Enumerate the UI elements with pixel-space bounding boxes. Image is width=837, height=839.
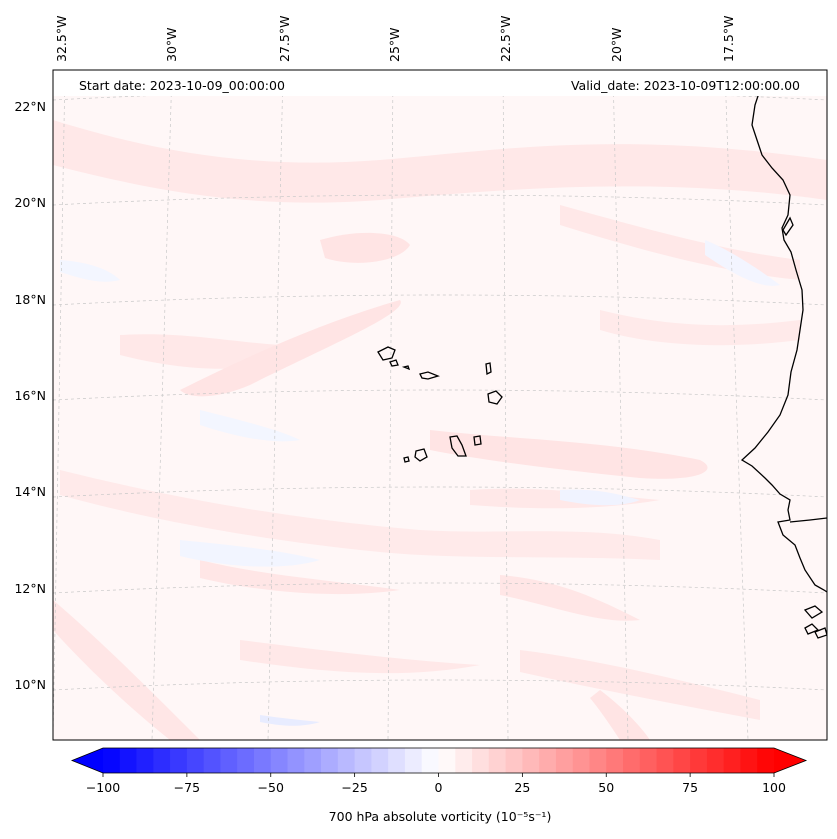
colorbar-tick-label: −50 [258,780,284,795]
colorbar-cell [103,748,121,773]
colorbar-cell [388,748,406,773]
colorbar-cell [472,748,490,773]
lon-label: 25°W [387,27,402,62]
colorbar-cell [623,748,641,773]
island-fogo [414,448,428,462]
lat-label: 18°N [14,292,46,307]
colorbar-cell [572,748,590,773]
colorbar-cell [186,748,205,773]
colorbar-max-extend [774,748,806,773]
lon-label: 30°W [164,27,179,62]
colorbar-cell [555,748,574,773]
colorbar-cell [589,748,607,773]
colorbar-tick-label: 100 [762,780,786,795]
colorbar-cell [757,748,775,773]
colorbar-tick-label: −75 [174,780,200,795]
colorbar-cells [103,748,775,773]
colorbar-cell [287,748,305,773]
colorbar-cell [690,748,708,773]
colorbar-cell [253,748,272,773]
colorbar-ticks: −100 −75 −50 −25 0 25 50 75 100 [86,773,786,795]
colorbar-tick-label: 0 [435,780,443,795]
colorbar-tick-label: −100 [86,780,120,795]
start-date-label: Start date: 2023-10-09_00:00:00 [79,78,285,93]
colorbar-cell [170,748,188,773]
colorbar-cell [539,748,557,773]
colorbar-cell [119,748,137,773]
colorbar-cell [740,748,758,773]
map-frame [52,69,828,741]
island-santiago [449,435,467,457]
colorbar-cell [723,748,741,773]
latitude-labels: 22°N 20°N 18°N 16°N 14°N 12°N 10°N [14,99,46,692]
lat-label: 20°N [14,195,46,210]
island-sao-nicolau [419,371,440,380]
colorbar-tick-label: 25 [514,780,530,795]
island-boa-vista [487,390,503,405]
header-strip [53,70,827,96]
colorbar-cell [505,748,523,773]
island-sal [485,362,492,376]
island-santa-luzia [401,365,411,371]
colorbar-cell [488,748,506,773]
island-santo-antao [377,346,396,361]
lat-label: 12°N [14,581,46,596]
colorbar-cell [455,748,473,773]
island-brava [403,456,410,463]
colorbar-cell [337,748,356,773]
colorbar-cell [404,748,423,773]
lon-label: 17.5°W [721,16,736,62]
colorbar-cell [438,748,456,773]
lon-label: 32.5°W [54,16,69,62]
cape-verde-islands [377,346,503,463]
colorbar-tick-label: 50 [598,780,614,795]
colorbar-cell [673,748,691,773]
colorbar-cell [656,748,674,773]
colorbar-cell [270,748,288,773]
colorbar-label: 700 hPa absolute vorticity (10⁻⁵s⁻¹) [329,809,552,824]
colorbar-cell [606,748,624,773]
colorbar-cell [354,748,372,773]
colorbar-cell [639,748,657,773]
map-panel [53,70,827,740]
colorbar: −100 −75 −50 −25 0 25 50 75 100 700 hPa absolute… [70,747,808,824]
island-sao-vicente [389,359,399,367]
lon-label: 20°W [609,27,624,62]
lat-label: 10°N [14,677,46,692]
coastline [740,70,827,639]
colorbar-cell [237,748,255,773]
colorbar-cell [522,748,540,773]
colorbar-cell [371,748,389,773]
colorbar-cell [706,748,725,773]
vorticity-field [53,120,827,740]
colorbar-tick-label: −25 [341,780,367,795]
lat-label: 14°N [14,484,46,499]
colorbar-cell [321,748,339,773]
africa-coastline [740,70,827,593]
colorbar-cell [203,748,221,773]
colorbar-min-extend [72,748,103,773]
colorbar-cell [304,748,322,773]
lon-label: 27.5°W [277,16,292,62]
lon-label: 22.5°W [498,16,513,62]
colorbar-cell [153,748,171,773]
colorbar-cell [220,748,238,773]
colorbar-tick-label: 75 [682,780,698,795]
lat-label: 22°N [14,99,46,114]
colorbar-cell [421,748,439,773]
colorbar-cell [136,748,154,773]
island-maio [473,435,482,446]
valid-date-label: Valid_date: 2023-10-09T12:00:00.00 [571,78,800,93]
longitude-labels: 32.5°W 30°W 27.5°W 25°W 22.5°W 20°W 17.5… [54,16,736,62]
lat-label: 16°N [14,388,46,403]
